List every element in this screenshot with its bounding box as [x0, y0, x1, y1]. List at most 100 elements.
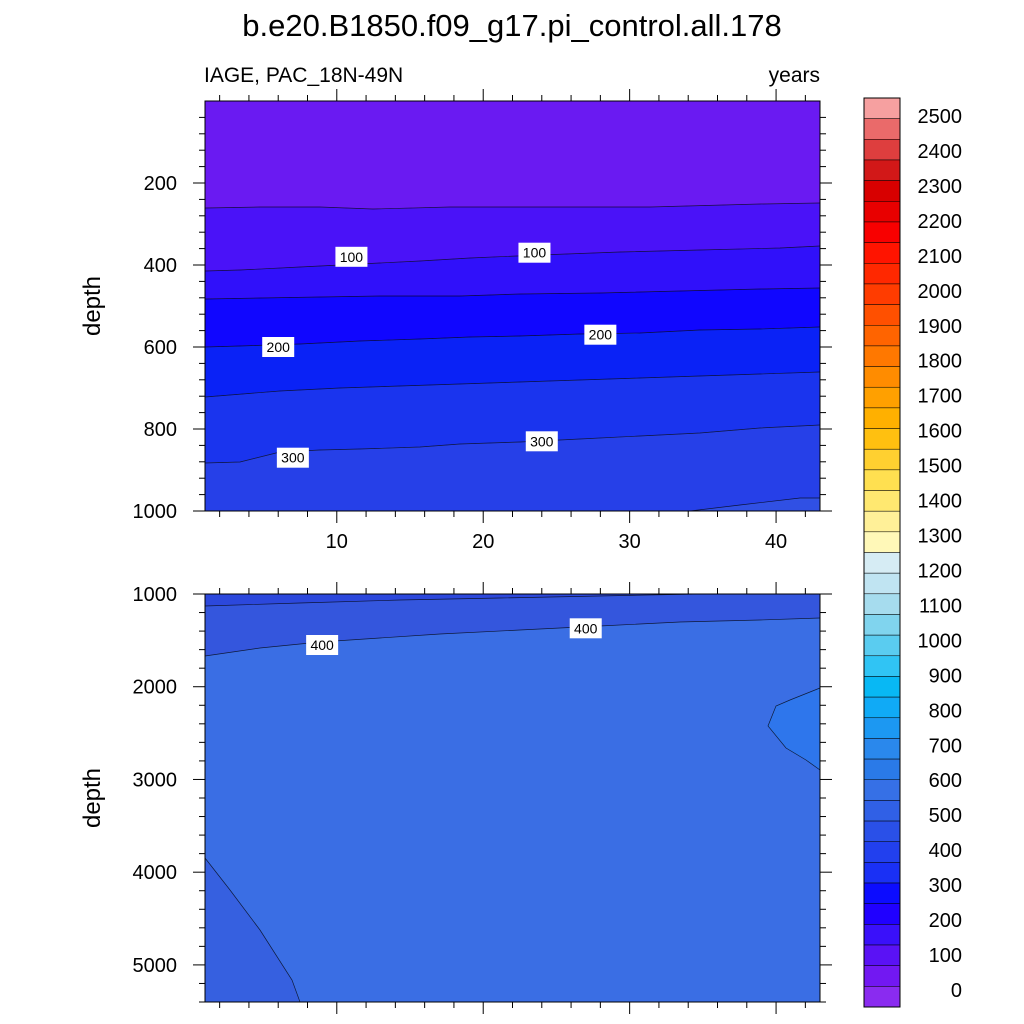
colorbar-label: 0 [951, 980, 962, 1002]
colorbar-swatch [863, 841, 901, 863]
colorbar-swatch [863, 882, 901, 904]
colorbar-swatch [863, 366, 901, 388]
colorbar-swatch [863, 572, 901, 595]
contour-label-box [569, 618, 602, 639]
contour-label-text: 400 [310, 637, 334, 653]
y-tick-label: 400 [144, 255, 177, 277]
colorbar-label: 2300 [918, 176, 963, 198]
colorbar-swatch [863, 965, 901, 987]
colorbar-swatch [863, 593, 901, 615]
colorbar-swatch [863, 97, 901, 119]
colorbar-label: 1900 [918, 316, 963, 338]
colorbar-swatch [863, 428, 901, 450]
band-lower-topmost [205, 594, 820, 606]
y-tick-label: 3000 [133, 769, 178, 791]
colorbar-swatch [863, 800, 901, 822]
colorbar-swatch [863, 490, 901, 512]
chart-title: b.e20.B1850.f09_g17.pi_control.all.178 [242, 8, 782, 43]
lower-contour-lines [204, 593, 821, 1003]
colorbar-swatch [863, 717, 901, 739]
band-lower-upper [205, 594, 820, 656]
colorbar-swatch [863, 139, 901, 161]
colorbar-label: 2500 [918, 106, 963, 128]
colorbar: 0 100 200 300 400 500 600 700 800 900 1000 1100 1200… [863, 97, 963, 1008]
contour-label: 300 [525, 431, 558, 452]
band-400-500 [205, 327, 820, 397]
contour-label-box [518, 242, 551, 263]
colorbar-label: 2000 [918, 281, 963, 303]
colorbar-label: 2400 [918, 141, 963, 163]
variable-region-label: IAGE, PAC_18N-49N [204, 64, 403, 87]
upper-tick-marks [193, 89, 832, 523]
contour-label-text: 200 [589, 327, 613, 343]
colorbar-label: 1300 [918, 526, 963, 548]
x-tick-label: 10 [326, 531, 348, 553]
colorbar-swatch [863, 634, 901, 657]
colorbar-swatch [863, 448, 901, 471]
colorbar-swatch [863, 283, 901, 305]
contour-label-box [584, 324, 617, 345]
contour-labels: 100 100 200 200 300 300 400 400 [262, 242, 617, 655]
colorbar-swatch [863, 325, 901, 347]
colorbar-swatch [863, 531, 901, 553]
contour-label: 100 [335, 246, 368, 267]
band-lower-right-patch [768, 688, 820, 770]
band-700-800 [690, 498, 820, 511]
colorbar-swatch [863, 986, 901, 1008]
colorbar-swatch [863, 944, 901, 966]
band-0-100 [205, 101, 820, 209]
colorbar-swatch [863, 201, 901, 223]
contour-label-text: 100 [523, 245, 547, 261]
colorbar-label: 1000 [918, 630, 963, 652]
contour-label-box [306, 635, 339, 655]
colorbar-label: 900 [929, 665, 962, 687]
band-lower-base [205, 594, 820, 1002]
units-label: years [769, 64, 820, 87]
colorbar-label: 200 [929, 910, 962, 932]
colorbar-label: 2200 [918, 211, 963, 233]
x-tick-label: 30 [619, 531, 641, 553]
colorbar-label: 1500 [918, 456, 963, 478]
colorbar-label: 1600 [918, 421, 963, 443]
band-600-700 [205, 425, 820, 511]
colorbar-label: 300 [929, 875, 962, 897]
colorbar-swatch [863, 118, 901, 140]
contour-label-box [335, 246, 368, 267]
colorbar-label: 500 [929, 805, 962, 827]
band-300-400 [205, 288, 820, 347]
colorbar-swatch [863, 924, 901, 946]
colorbar-swatch [863, 614, 901, 636]
y-tick-label: 800 [144, 419, 177, 441]
colorbar-swatch [863, 510, 901, 533]
contour-label: 400 [569, 618, 602, 639]
contour-label-text: 400 [574, 620, 598, 636]
lower-y-axis-label: depth [79, 768, 106, 828]
contour-label: 200 [262, 337, 295, 357]
y-tick-label: 4000 [133, 862, 178, 884]
upper-panel: 10 20 30 40 200 400 600 800 1000 depth [79, 89, 832, 553]
colorbar-swatch [863, 903, 901, 925]
lower-tick-labels: 1000 2000 3000 4000 5000 [133, 584, 178, 977]
colorbar-swatch [863, 758, 901, 780]
contour-label-text: 100 [340, 249, 364, 265]
colorbar-label: 1700 [918, 386, 963, 408]
colorbar-swatch [863, 469, 901, 491]
contour-label: 300 [276, 447, 309, 468]
colorbar-label: 1400 [918, 491, 963, 513]
x-tick-label: 20 [472, 531, 494, 553]
colorbar-label: 1100 [919, 595, 962, 617]
y-tick-label: 1000 [133, 584, 178, 606]
band-lower-left-patch [205, 858, 300, 1002]
colorbar-label: 600 [929, 770, 962, 792]
y-tick-label: 200 [144, 173, 177, 195]
upper-tick-labels: 10 20 30 40 200 400 600 800 1000 [133, 173, 788, 553]
contour-label-text: 300 [530, 433, 554, 449]
contour-label: 200 [584, 324, 617, 345]
colorbar-swatch [863, 180, 901, 202]
colorbar-swatch [863, 159, 901, 181]
x-tick-label: 40 [765, 531, 787, 553]
colorbar-swatch [863, 386, 901, 409]
y-tick-label: 1000 [133, 501, 178, 523]
colorbar-swatch [863, 304, 901, 326]
